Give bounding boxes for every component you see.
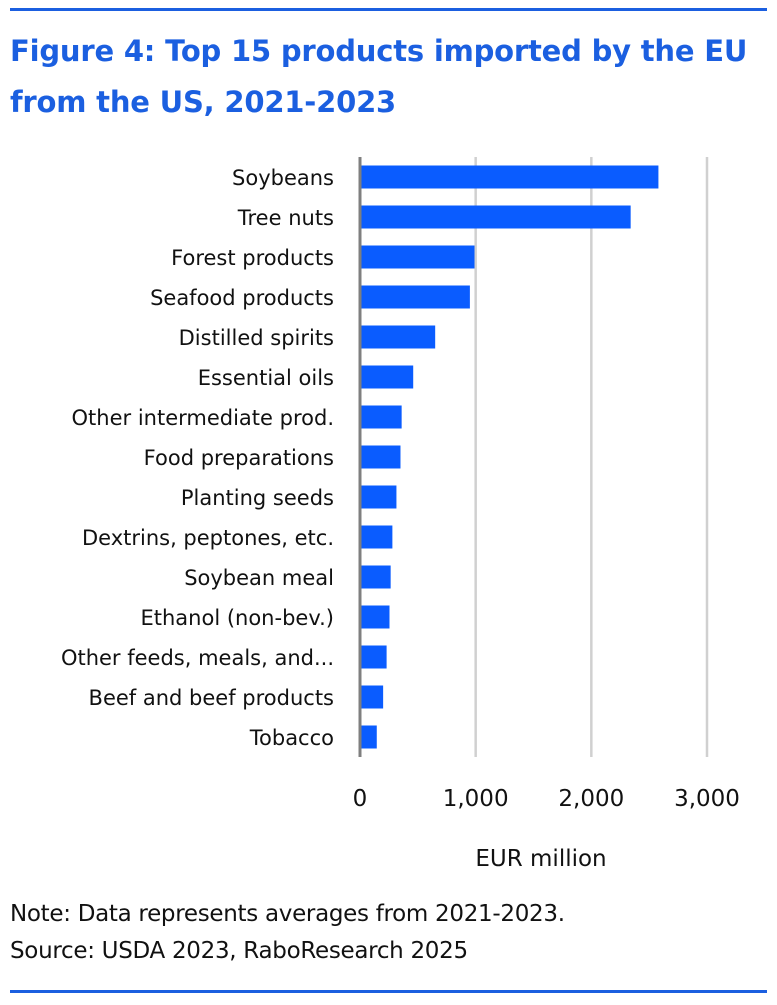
category-label: Beef and beef products	[89, 686, 334, 710]
gridlines	[358, 157, 709, 757]
x-tick-label: 0	[353, 786, 368, 812]
bar	[361, 525, 393, 549]
x-tick-label: 3,000	[674, 786, 740, 812]
x-tick-label: 2,000	[558, 786, 624, 812]
top-rule	[10, 8, 767, 11]
chart-title: Figure 4: Top 15 products imported by th…	[10, 26, 767, 128]
bar	[361, 485, 397, 509]
title-line-1: Figure 4: Top 15 products imported by th…	[10, 34, 748, 68]
bar	[361, 165, 659, 189]
bar	[361, 725, 377, 749]
bar	[361, 365, 414, 389]
category-label: Dextrins, peptones, etc.	[82, 526, 334, 550]
bar	[361, 285, 470, 309]
bar	[361, 245, 475, 269]
category-label: Essential oils	[198, 366, 334, 390]
category-label: Tobacco	[249, 726, 334, 750]
note-text: Note: Data represents averages from 2021…	[10, 901, 565, 927]
category-label: Planting seeds	[181, 486, 334, 510]
bar	[361, 565, 391, 589]
category-label: Tree nuts	[237, 206, 334, 230]
bar	[361, 605, 390, 629]
bottom-rule	[10, 990, 767, 993]
x-tick-labels: 0 1,000 2,000 3,000	[353, 786, 740, 812]
source-text: Source: USDA 2023, RaboResearch 2025	[10, 938, 468, 964]
bar	[361, 325, 436, 349]
category-label: Soybeans	[232, 166, 334, 190]
category-label: Soybean meal	[184, 566, 334, 590]
x-tick-label: 1,000	[443, 786, 509, 812]
category-label: Forest products	[171, 246, 334, 270]
bar	[361, 685, 384, 709]
category-label: Ethanol (non-bev.)	[140, 606, 334, 630]
x-axis-label: EUR million	[475, 846, 606, 872]
category-label: Other feeds, meals, and...	[61, 646, 334, 670]
bars	[361, 165, 659, 749]
bar	[361, 205, 631, 229]
bar	[361, 445, 401, 469]
bar	[361, 405, 402, 429]
bar	[361, 645, 387, 669]
chart-notes: Note: Data represents averages from 2021…	[10, 896, 565, 970]
category-label: Food preparations	[144, 446, 334, 470]
title-line-2: from the US, 2021-2023	[10, 85, 397, 119]
category-label: Seafood products	[150, 286, 334, 310]
category-label: Distilled spirits	[179, 326, 334, 350]
category-label: Other intermediate prod.	[72, 406, 334, 430]
category-labels: Soybeans Tree nuts Forest products Seafood …	[61, 166, 334, 750]
